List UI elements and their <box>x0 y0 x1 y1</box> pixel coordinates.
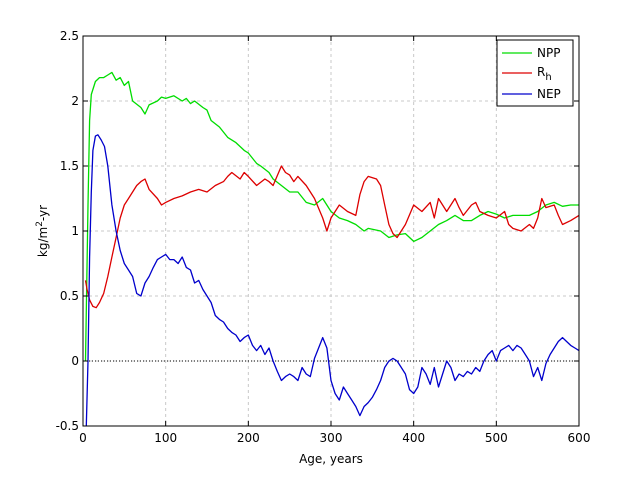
y-axis-label-base: kg/m <box>36 227 50 257</box>
x-tick-label: 0 <box>79 431 87 445</box>
y-tick-label: 0 <box>71 354 79 368</box>
x-tick-labels: 0 100 200 300 400 500 600 <box>79 431 590 445</box>
ticks <box>82 35 580 427</box>
x-tick-label: 300 <box>320 431 343 445</box>
y-axis-label-rest: -yr <box>36 205 50 221</box>
legend-label-nep: NEP <box>537 87 561 101</box>
legend-label-rh: Rh <box>537 65 552 83</box>
y-axis-label: kg/m2-yr <box>35 205 50 257</box>
x-axis-label: Age, years <box>299 452 363 466</box>
y-tick-label: 0.5 <box>60 289 79 303</box>
y-tick-label: -0.5 <box>56 419 79 433</box>
x-tick-label: 500 <box>485 431 508 445</box>
y-tick-labels: -0.5 0 0.5 1 1.5 2 2.5 <box>56 29 79 433</box>
series-line-rh <box>84 165 580 309</box>
legend: NPP Rh NEP <box>496 39 574 107</box>
series-group <box>84 71 580 427</box>
x-tick-label: 400 <box>402 431 425 445</box>
y-tick-label: 2 <box>71 94 79 108</box>
legend-label-npp: NPP <box>537 46 560 60</box>
y-tick-label: 1.5 <box>60 159 79 173</box>
series-line-npp <box>84 71 579 362</box>
legend-label-rh-sub: h <box>545 72 551 83</box>
y-axis-label-sup: 2 <box>35 221 45 227</box>
y-tick-label: 1 <box>71 224 79 238</box>
x-tick-label: 100 <box>154 431 177 445</box>
grid-y <box>83 100 579 362</box>
legend-label-rh-base: R <box>537 65 545 79</box>
series-line-nep <box>85 134 580 427</box>
x-tick-label: 600 <box>568 431 591 445</box>
x-tick-label: 200 <box>237 431 260 445</box>
y-tick-label: 2.5 <box>60 29 79 43</box>
